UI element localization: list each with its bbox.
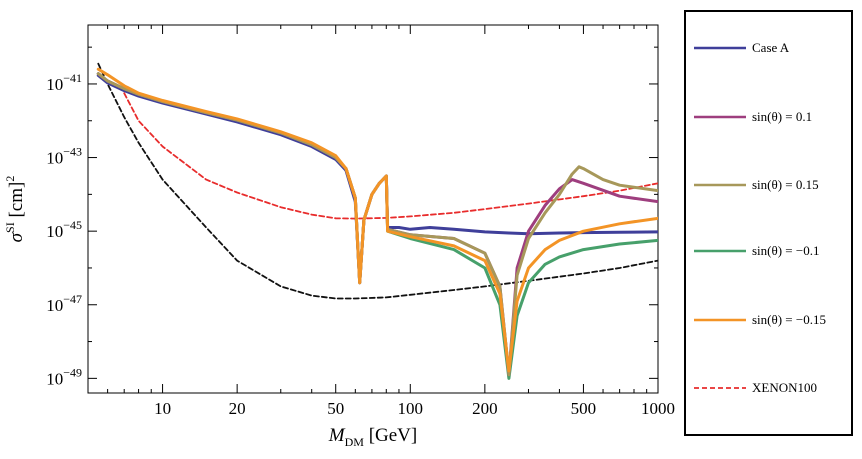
x-tick-label: 1000 (641, 399, 675, 418)
x-tick-label: 100 (398, 399, 424, 418)
x-tick-label: 20 (229, 399, 246, 418)
legend-label-sin-0.15: sin(θ) = −0.15 (752, 312, 826, 327)
x-tick-label: 500 (571, 399, 597, 418)
series-line-sin-0.15 (96, 67, 658, 373)
minor-ticks (87, 25, 659, 393)
legend-entries: Case A sin(θ) = 0.1 sin(θ) = 0.15 sin(θ) = … (694, 40, 826, 459)
legend-label-sin-0.1: sin(θ) = −0.1 (752, 243, 819, 258)
y-axis-title: σSI [cm]2 (3, 176, 27, 243)
x-tick-label: 50 (327, 399, 344, 418)
x-axis-title: MDM [GeV] (328, 425, 417, 449)
x-tick-label: 200 (472, 399, 498, 418)
y-tick-label: 10−43 (46, 145, 82, 168)
series-layer (96, 62, 658, 380)
y-axis: 10−41 10−43 10−45 10−47 10−49 (46, 71, 82, 388)
y-tick-label: 10−47 (46, 292, 82, 315)
x-axis: 10 20 50 100 200 500 1000 (154, 399, 675, 418)
y-tick-label: 10−41 (46, 71, 82, 94)
legend-label-sin-0.1: sin(θ) = 0.1 (752, 109, 812, 124)
y-tick-label: 10−45 (46, 218, 82, 241)
legend-label-xenon100: XENON100 (752, 380, 817, 395)
plot-frame (87, 24, 659, 394)
legend-label-sin-0.15: sin(θ) = 0.15 (752, 177, 819, 192)
legend: Case A sin(θ) = 0.1 sin(θ) = 0.15 sin(θ) = … (684, 10, 853, 459)
y-tick-label: 10−49 (46, 365, 82, 388)
legend-label-case-a: Case A (752, 40, 790, 55)
series-line-sin-0.1 (96, 72, 658, 377)
x-tick-label: 10 (154, 399, 171, 418)
series-line-sin-0.1 (96, 72, 658, 380)
series-line-sin-0.15 (96, 72, 658, 377)
